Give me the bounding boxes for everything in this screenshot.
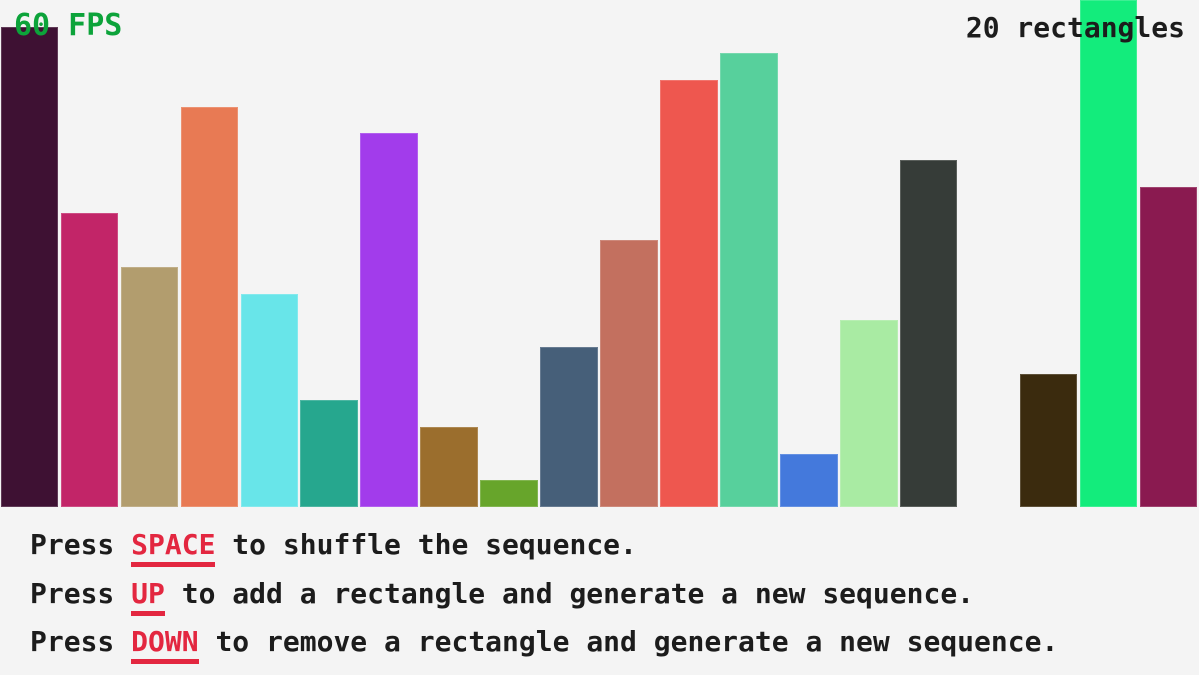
instruction-rest: to shuffle the sequence. bbox=[215, 528, 637, 561]
instruction-line: Press SPACE to shuffle the sequence. bbox=[30, 521, 1058, 570]
rectangle-bar bbox=[240, 293, 299, 507]
rectangle-bar bbox=[360, 133, 418, 507]
rectangle-bar bbox=[180, 106, 239, 507]
instruction-prefix: Press bbox=[30, 576, 132, 610]
key-label: SPACE bbox=[131, 528, 216, 567]
rectangle-count: 20 rectangles bbox=[965, 11, 1185, 44]
rectangle-bar bbox=[840, 320, 898, 507]
instruction-line: Press UP to add a rectangle and generate… bbox=[30, 570, 1058, 619]
rectangle-bar bbox=[540, 346, 598, 507]
instruction-prefix: Press bbox=[30, 625, 132, 658]
key-label: UP bbox=[131, 576, 165, 616]
rectangle-bar bbox=[1079, 0, 1138, 507]
rectangle-bar bbox=[420, 426, 478, 507]
fps-counter: 60 FPS bbox=[14, 8, 123, 43]
rectangle-bar bbox=[60, 213, 119, 507]
instruction-rest: to remove a rectangle and generate a new… bbox=[198, 625, 1059, 658]
key-label: DOWN bbox=[131, 625, 199, 664]
rectangle-bar bbox=[1019, 373, 1078, 507]
rectangle-bar bbox=[300, 400, 358, 507]
instruction-prefix: Press bbox=[30, 528, 132, 561]
rectangle-bar bbox=[720, 53, 778, 507]
rectangle-bar bbox=[660, 80, 718, 507]
instruction-line: Press DOWN to remove a rectangle and gen… bbox=[30, 618, 1058, 667]
rectangle-bar bbox=[480, 480, 538, 507]
rectangle-bar bbox=[780, 453, 838, 507]
rectangle-bar bbox=[600, 240, 658, 507]
rectangle-bar bbox=[0, 26, 59, 507]
rectangle-bar bbox=[899, 160, 958, 507]
bars-area bbox=[0, 0, 1198, 507]
rectangle-bar bbox=[120, 266, 179, 507]
instruction-rest: to add a rectangle and generate a new se… bbox=[164, 576, 975, 610]
instructions: Press SPACE to shuffle the sequence. Pres… bbox=[30, 521, 1058, 667]
rectangle-bar bbox=[1139, 186, 1198, 507]
